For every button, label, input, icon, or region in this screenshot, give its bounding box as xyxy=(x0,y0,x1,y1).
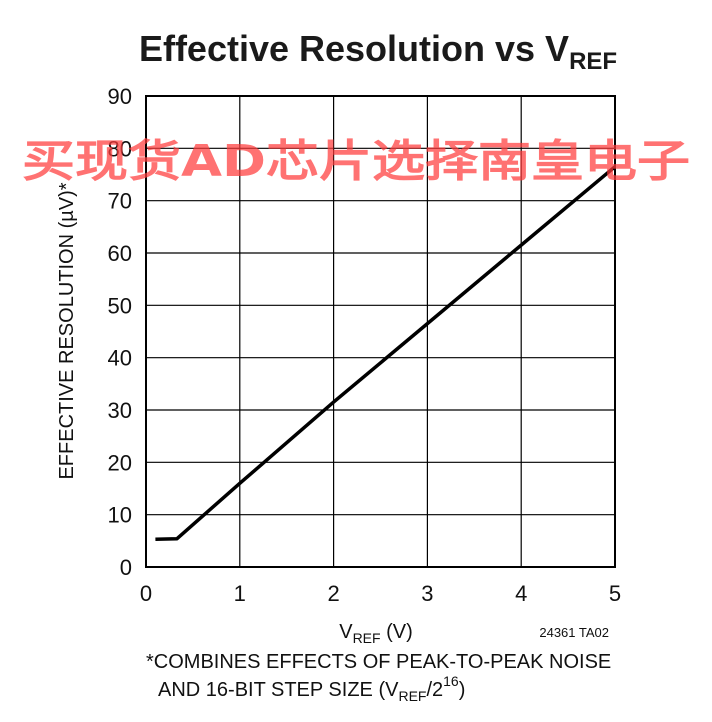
y-axis-ticks: 0 10 20 30 40 50 60 70 80 90 xyxy=(108,84,132,580)
x-axis-label-unit: (V) xyxy=(381,621,413,643)
y-axis-label: EFFECTIVE RESOLUTION (µV)* xyxy=(56,182,78,479)
chart-title-sub: REF xyxy=(569,48,617,75)
chart-title: Effective Resolution vs VREF xyxy=(139,28,617,75)
chart-title-main: Effective Resolution vs V xyxy=(139,28,569,69)
x-axis-ticks: 0 1 2 3 4 5 xyxy=(140,581,621,606)
watermark-text: 买现货AD芯片选择南皇电子 xyxy=(22,136,690,187)
x-tick-label: 4 xyxy=(515,581,527,606)
y-tick-label: 70 xyxy=(108,189,132,214)
footnote-part-b: /2 xyxy=(426,679,443,701)
y-tick-label: 0 xyxy=(120,555,132,580)
x-axis-label-main: V xyxy=(339,621,353,643)
y-tick-label: 40 xyxy=(108,346,132,371)
x-axis-label-sub: REF xyxy=(353,630,381,646)
y-tick-label: 10 xyxy=(108,503,132,528)
y-tick-label: 90 xyxy=(108,84,132,109)
x-tick-label: 0 xyxy=(140,581,152,606)
footnote-part-a: AND 16-BIT STEP SIZE (V xyxy=(158,679,399,701)
x-axis-label: VREF (V) xyxy=(339,621,413,646)
x-tick-label: 1 xyxy=(234,581,246,606)
y-tick-label: 20 xyxy=(108,450,132,475)
x-tick-label: 3 xyxy=(421,581,433,606)
y-tick-label: 60 xyxy=(108,241,132,266)
y-tick-label: 80 xyxy=(108,136,132,161)
series-line xyxy=(155,165,617,542)
y-tick-label: 30 xyxy=(108,398,132,423)
plot-frame xyxy=(145,95,616,568)
footnote-sup: 16 xyxy=(443,673,459,689)
x-tick-label: 2 xyxy=(327,581,339,606)
x-tick-label: 5 xyxy=(609,581,621,606)
figure-id: 24361 TA02 xyxy=(539,625,609,640)
y-tick-label: 50 xyxy=(108,293,132,318)
footnote-line-2: AND 16-BIT STEP SIZE (VREF/216) xyxy=(158,673,465,704)
footnote-sub: REF xyxy=(398,688,426,704)
footnote-part-c: ) xyxy=(459,679,466,701)
footnote-line-1: *COMBINES EFFECTS OF PEAK-TO-PEAK NOISE xyxy=(146,651,611,673)
